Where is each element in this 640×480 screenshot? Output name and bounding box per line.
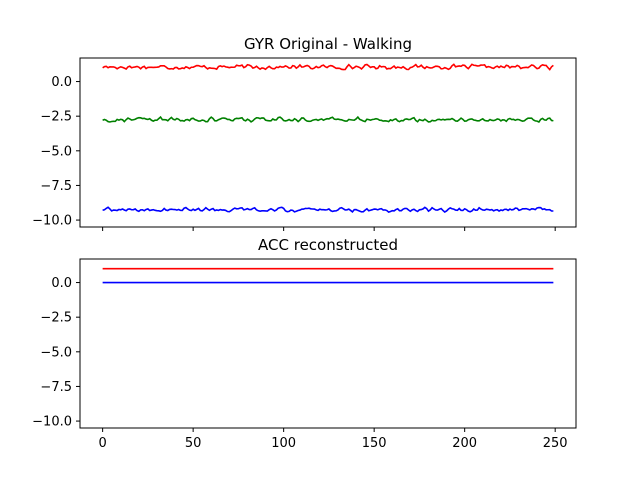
x-tick-label: 200 xyxy=(452,436,477,451)
series-group xyxy=(102,267,554,284)
series-group xyxy=(102,63,554,214)
y-tick-label: −2.5 xyxy=(40,311,72,326)
y-tick-label: 0.0 xyxy=(51,75,72,90)
x-tick-label: 0 xyxy=(98,436,106,451)
y-tick-label: 0.0 xyxy=(51,276,72,291)
y-tick-label: −2.5 xyxy=(40,110,72,125)
ticks-group: 0.0 −2.5 −5.0 −7.5 −10.0 xyxy=(32,75,556,231)
series-line xyxy=(102,63,554,71)
series-line xyxy=(102,115,554,123)
subplot-gyr-original: GYR Original - Walking 0.0 −2.5 −5.0 −7.5 −1… xyxy=(32,35,577,231)
subplot-acc-reconstructed: ACC reconstructed 0 50 100 150 200 250 0.0 −2.5… xyxy=(32,236,577,451)
x-tick-label: 250 xyxy=(543,436,568,451)
ticks-group: 0 50 100 150 200 250 0.0 −2.5 −5.0 −7.5 −10.0 xyxy=(32,276,567,451)
axes-frame xyxy=(79,57,577,228)
y-tick-label: −5.0 xyxy=(40,144,72,159)
y-tick-label: −10.0 xyxy=(32,415,72,430)
axes-frame xyxy=(79,258,577,429)
chart-title: ACC reconstructed xyxy=(258,236,398,254)
series-line xyxy=(102,206,554,214)
y-tick-label: −10.0 xyxy=(32,214,72,229)
chart-title: GYR Original - Walking xyxy=(244,35,412,53)
y-tick-label: −7.5 xyxy=(40,179,72,194)
x-tick-label: 50 xyxy=(185,436,202,451)
y-tick-label: −7.5 xyxy=(40,380,72,395)
x-tick-label: 100 xyxy=(271,436,296,451)
y-tick-label: −5.0 xyxy=(40,345,72,360)
x-tick-label: 150 xyxy=(362,436,387,451)
